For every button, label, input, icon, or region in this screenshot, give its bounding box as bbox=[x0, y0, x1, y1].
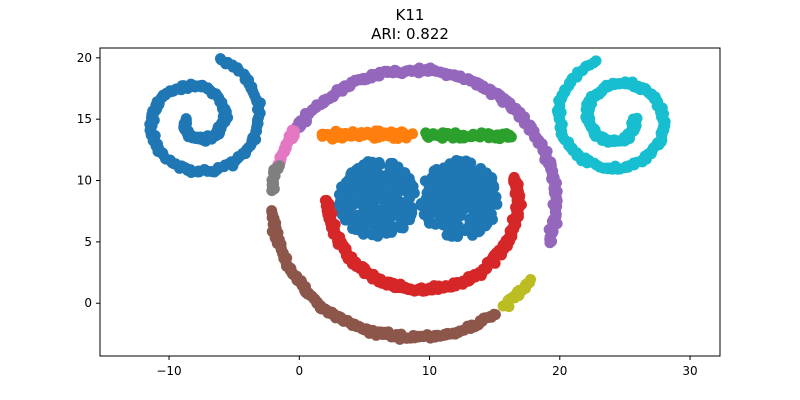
data-point-series-2-191 bbox=[395, 219, 407, 231]
data-point-series-5-56 bbox=[423, 130, 435, 142]
data-point-series-3-254 bbox=[450, 227, 462, 239]
data-point-series-3-259 bbox=[457, 198, 469, 210]
data-point-series-2-233 bbox=[361, 212, 373, 224]
data-point-series-3-243 bbox=[490, 191, 502, 203]
data-point-series-3-255 bbox=[439, 162, 451, 174]
data-point-series-4-69 bbox=[387, 130, 399, 142]
data-point-series-3-250 bbox=[447, 209, 459, 221]
data-point-series-2-242 bbox=[393, 179, 405, 191]
data-point-series-2-253 bbox=[341, 200, 353, 212]
data-point-series-1-239 bbox=[590, 55, 602, 67]
x-axis: −10 0 10 20 30 bbox=[156, 356, 698, 378]
data-point-series-5-68 bbox=[439, 130, 451, 142]
data-point-series-2-252 bbox=[402, 202, 414, 214]
data-point-series-4-66 bbox=[339, 128, 351, 140]
data-point-series-2-211 bbox=[355, 225, 367, 237]
data-point-series-3-206 bbox=[421, 193, 433, 205]
x-tick-label: 30 bbox=[682, 364, 697, 378]
data-point-series-5-69 bbox=[502, 131, 514, 143]
data-point-series-2-251 bbox=[336, 209, 348, 221]
data-point-series-4-68 bbox=[396, 126, 408, 138]
y-axis: 0 5 10 15 20 bbox=[77, 51, 100, 310]
data-point-series-2-255 bbox=[382, 209, 394, 221]
data-point-series-3-245 bbox=[423, 181, 435, 193]
data-point-series-2-241 bbox=[348, 217, 360, 229]
data-point-series-2-223 bbox=[352, 162, 364, 174]
data-point-series-3-223 bbox=[426, 172, 438, 184]
data-point-series-3-210 bbox=[477, 167, 489, 179]
data-point-series-4-67 bbox=[316, 128, 328, 140]
data-point-series-2-258 bbox=[375, 219, 387, 231]
data-point-series-3-239 bbox=[450, 154, 462, 166]
data-point-series-3-218 bbox=[444, 178, 456, 190]
data-point-series-3-257 bbox=[445, 189, 457, 201]
chart-subtitle: ARI: 0.822 bbox=[371, 25, 449, 43]
data-point-series-3-248 bbox=[484, 209, 496, 221]
data-point-series-2-250 bbox=[357, 184, 369, 196]
data-point-series-2-254 bbox=[372, 228, 384, 240]
data-point-series-3-228 bbox=[481, 218, 493, 230]
data-point-series-3-230 bbox=[434, 217, 446, 229]
data-point-series-2-243 bbox=[381, 183, 393, 195]
y-tick-label: 20 bbox=[77, 51, 92, 65]
data-point-series-2-259 bbox=[384, 198, 396, 210]
data-point-series-3-251 bbox=[467, 176, 479, 188]
data-point-series-9-12 bbox=[266, 185, 278, 197]
x-tick-label: 0 bbox=[295, 364, 303, 378]
data-point-series-2-248 bbox=[384, 161, 396, 173]
data-point-series-3-163 bbox=[474, 225, 486, 237]
x-tick-label: −10 bbox=[156, 364, 181, 378]
data-point-series-3-199 bbox=[459, 225, 471, 237]
data-point-series-4-64 bbox=[407, 128, 419, 140]
data-point-series-2-188 bbox=[368, 165, 380, 177]
data-point-series-4-65 bbox=[373, 131, 385, 143]
data-point-series-2-256 bbox=[360, 203, 372, 215]
points-layer bbox=[144, 53, 671, 345]
data-point-series-2-240 bbox=[361, 159, 373, 171]
data-point-series-3-247 bbox=[423, 217, 435, 229]
data-point-series-2-239 bbox=[404, 214, 416, 226]
x-tick-label: 20 bbox=[552, 364, 567, 378]
plot-frame bbox=[99, 47, 721, 357]
data-point-series-2-210 bbox=[403, 192, 415, 204]
data-point-series-3-252 bbox=[436, 207, 448, 219]
data-point-series-11-17 bbox=[525, 274, 537, 286]
data-point-series-2-257 bbox=[380, 172, 392, 184]
data-point-series-5-67 bbox=[486, 130, 498, 142]
chart-title: K11 bbox=[396, 6, 425, 24]
data-point-series-5-63 bbox=[453, 131, 465, 143]
data-point-series-2-245 bbox=[343, 184, 355, 196]
data-point-series-2-198 bbox=[399, 167, 411, 179]
x-tick-label: 10 bbox=[422, 364, 437, 378]
y-tick-label: 0 bbox=[84, 296, 92, 310]
data-point-series-3-244 bbox=[463, 160, 475, 172]
data-point-series-2-244 bbox=[333, 189, 345, 201]
data-point-series-3-253 bbox=[482, 196, 494, 208]
data-point-series-0-239 bbox=[214, 53, 226, 65]
y-tick-label: 15 bbox=[77, 112, 92, 126]
data-point-series-10-145 bbox=[489, 309, 501, 321]
y-tick-label: 10 bbox=[77, 174, 92, 188]
data-point-series-3-258 bbox=[472, 201, 484, 213]
data-point-series-2-130 bbox=[393, 211, 405, 223]
data-point-series-3-234 bbox=[483, 179, 495, 191]
data-point-series-6-233 bbox=[508, 171, 520, 183]
data-point-series-7-196 bbox=[544, 237, 556, 249]
data-point-series-5-66 bbox=[465, 131, 477, 143]
data-point-series-2-225 bbox=[392, 198, 404, 210]
y-tick-label: 5 bbox=[84, 235, 92, 249]
